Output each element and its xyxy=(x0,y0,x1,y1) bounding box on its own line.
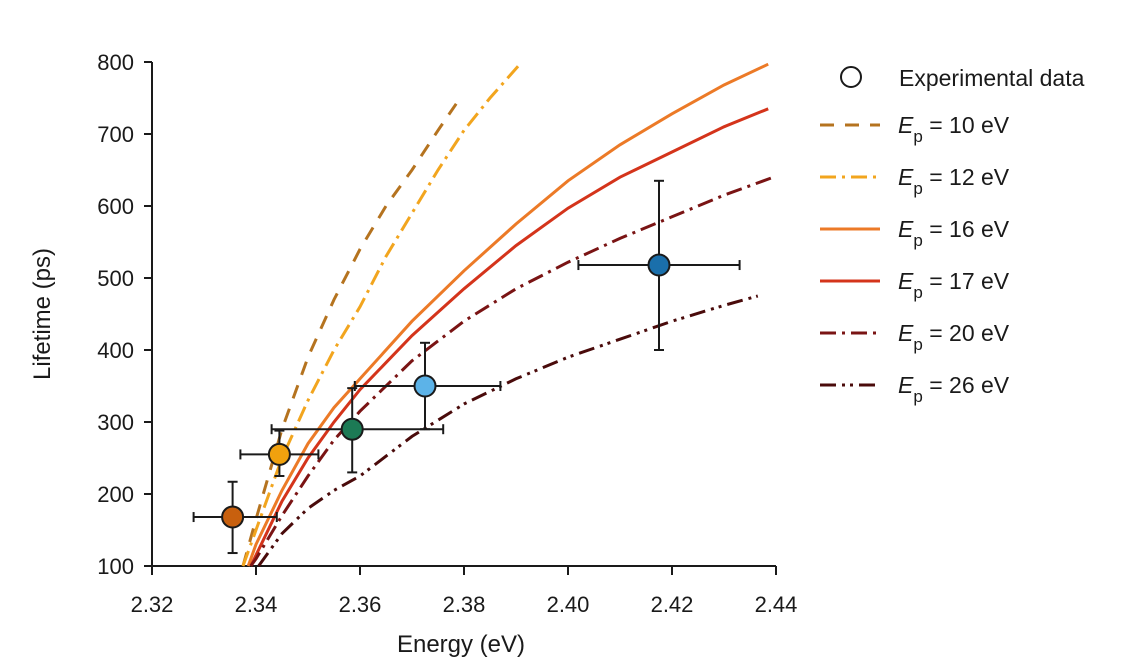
legend-label-value: = 20 eV xyxy=(923,320,1010,346)
legend-marker-experimental xyxy=(840,66,862,88)
legend-item-4: Ep = 20 eV xyxy=(820,320,1010,354)
experimental-points xyxy=(192,179,741,555)
x-tick-label: 2.32 xyxy=(131,592,174,617)
data-marker xyxy=(267,442,291,466)
legend-label-symbol: E xyxy=(898,320,914,346)
data-marker xyxy=(647,253,671,277)
legend-label-value: = 12 eV xyxy=(923,164,1010,190)
legend-label-experimental: Experimental data xyxy=(899,65,1085,91)
experimental-point-1 xyxy=(239,429,320,477)
legend-label-value: = 17 eV xyxy=(923,268,1010,294)
y-axis-title: Lifetime (ps) xyxy=(29,248,56,380)
legend-label-symbol: E xyxy=(898,268,914,294)
legend-item-1: Ep = 12 eV xyxy=(820,164,1010,198)
legend-item-experimental: Experimental data xyxy=(840,65,1085,91)
y-tick-label: 500 xyxy=(97,266,134,291)
legend-label-symbol: E xyxy=(898,112,914,138)
legend-label-subscript: p xyxy=(913,335,922,354)
y-tick-label: 700 xyxy=(97,122,134,147)
legend-label-value: = 26 eV xyxy=(923,372,1010,398)
legend-label: Ep = 26 eV xyxy=(898,372,1010,406)
x-tick-label: 2.34 xyxy=(235,592,278,617)
experimental-point-4 xyxy=(577,179,741,351)
experimental-point-0 xyxy=(192,480,278,555)
legend-label: Ep = 10 eV xyxy=(898,112,1010,146)
x-ticks: 2.32 2.34 2.36 2.38 2.40 2.42 2.44 xyxy=(131,566,798,617)
y-tick-label: 800 xyxy=(97,50,134,75)
legend-label-subscript: p xyxy=(913,283,922,302)
data-marker xyxy=(413,374,437,398)
series-line-5 xyxy=(257,294,759,567)
y-tick-label: 600 xyxy=(97,194,134,219)
y-tick-label: 100 xyxy=(97,554,134,579)
legend-item-2: Ep = 16 eV xyxy=(820,216,1010,250)
legend-label-subscript: p xyxy=(913,387,922,406)
legend-item-3: Ep = 17 eV xyxy=(820,268,1010,302)
y-tick-label: 300 xyxy=(97,410,134,435)
series-line-0 xyxy=(241,102,458,567)
x-tick-label: 2.40 xyxy=(547,592,590,617)
x-axis-title: Energy (eV) xyxy=(397,631,525,658)
x-tick-label: 2.44 xyxy=(755,592,798,617)
y-ticks: 100 200 300 400 500 600 700 800 xyxy=(97,50,152,579)
series-line-4 xyxy=(249,175,774,567)
x-tick-label: 2.36 xyxy=(339,592,382,617)
x-tick-label: 2.38 xyxy=(443,592,486,617)
x-tick-label: 2.42 xyxy=(651,592,694,617)
legend-label-subscript: p xyxy=(913,127,922,146)
legend-label-symbol: E xyxy=(898,164,914,190)
legend-label: Ep = 16 eV xyxy=(898,216,1010,250)
series-line-3 xyxy=(249,107,769,567)
data-marker xyxy=(340,417,364,441)
legend-label-value: = 10 eV xyxy=(923,112,1010,138)
legend-label: Ep = 12 eV xyxy=(898,164,1010,198)
legend-label-symbol: E xyxy=(898,216,914,242)
legend-label-subscript: p xyxy=(913,179,922,198)
axes xyxy=(151,62,776,567)
legend-item-5: Ep = 26 eV xyxy=(820,372,1010,406)
series-line-2 xyxy=(246,62,769,567)
legend-label: Ep = 17 eV xyxy=(898,268,1010,302)
series-line-1 xyxy=(241,64,520,567)
series-lines xyxy=(241,62,774,567)
y-tick-label: 200 xyxy=(97,482,134,507)
legend-label-symbol: E xyxy=(898,372,914,398)
legend-label: Ep = 20 eV xyxy=(898,320,1010,354)
legend-item-0: Ep = 10 eV xyxy=(820,112,1010,146)
experimental-point-3 xyxy=(353,341,502,431)
y-tick-label: 400 xyxy=(97,338,134,363)
legend-label-value: = 16 eV xyxy=(923,216,1010,242)
legend-label-subscript: p xyxy=(913,231,922,250)
data-marker xyxy=(221,505,245,529)
